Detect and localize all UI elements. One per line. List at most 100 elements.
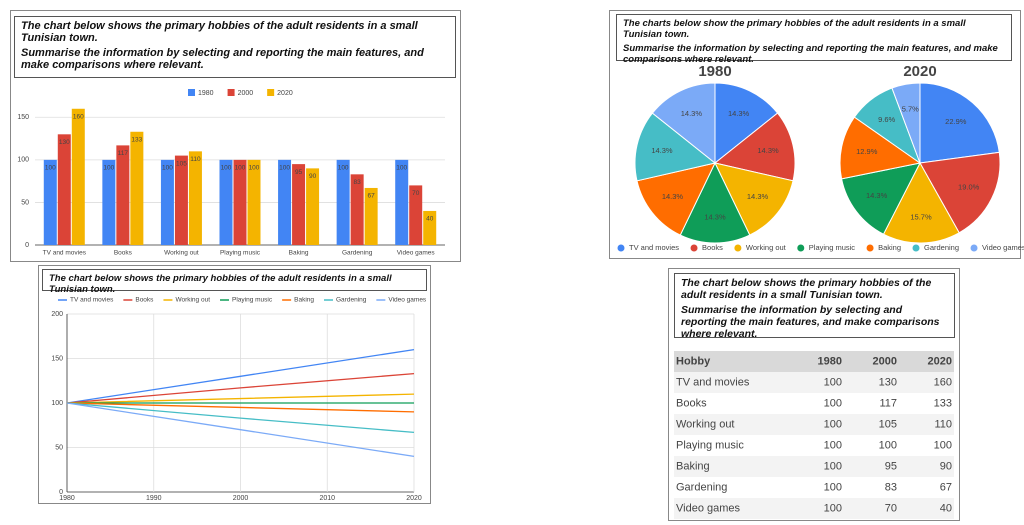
pie-title: 2020 — [903, 63, 936, 80]
bar — [423, 210, 437, 245]
legend-label: Working out — [746, 243, 787, 252]
table-cell: Books — [676, 397, 707, 409]
panel — [38, 265, 431, 504]
table-cell: 105 — [879, 418, 897, 430]
legend-label: Working out — [175, 297, 210, 304]
table-cell: 95 — [885, 460, 897, 472]
slice-label: 14.3% — [747, 192, 769, 201]
table-cell: 133 — [934, 397, 952, 409]
slice-label: 14.3% — [704, 212, 726, 221]
table-cell: 100 — [824, 439, 842, 451]
legend-label: Video games — [388, 297, 427, 304]
bar — [102, 159, 116, 245]
panel — [668, 268, 960, 521]
table-cell: TV and movies — [676, 376, 750, 388]
slice-label: 14.3% — [728, 109, 750, 118]
pie-slice — [839, 116, 922, 180]
value-label: 110 — [190, 156, 201, 163]
table-cell: 90 — [940, 460, 952, 472]
table-cell: 100 — [824, 376, 842, 388]
value-label: 160 — [73, 113, 84, 120]
legend-label: Playing music — [232, 297, 273, 304]
slice-label: 14.3% — [866, 191, 888, 200]
table-cell: 100 — [824, 481, 842, 493]
table-header-bg — [674, 351, 954, 372]
y-tick-label: 50 — [21, 199, 29, 206]
value-label: 90 — [309, 173, 317, 180]
bar — [278, 159, 292, 245]
value-label: 105 — [176, 160, 187, 167]
legend-label: Video games — [982, 243, 1024, 252]
bar — [395, 159, 409, 245]
table-cell: 100 — [824, 502, 842, 514]
bar — [350, 174, 364, 245]
legend-label: Books — [702, 243, 723, 252]
table-cell: Baking — [676, 460, 710, 472]
legend-swatch — [267, 89, 275, 96]
pie-slice — [714, 162, 794, 236]
value-label: 95 — [295, 169, 303, 176]
line — [66, 402, 415, 434]
y-tick-label: 150 — [17, 114, 29, 121]
pie-slice — [714, 82, 779, 165]
prompt-box: The chart below shows the primary hobbie… — [674, 273, 955, 340]
x-tick-label: TV and movies — [43, 250, 87, 257]
value-label: 67 — [368, 193, 376, 200]
x-tick-label: 2000 — [233, 495, 249, 502]
bar — [306, 168, 320, 245]
table-cell: 130 — [879, 376, 897, 388]
table-cell: 160 — [934, 376, 952, 388]
legend-swatch — [690, 244, 698, 252]
table-row-bg — [674, 414, 954, 435]
line — [66, 348, 415, 404]
x-tick-label: 1980 — [59, 495, 75, 502]
table-cell: 110 — [934, 418, 952, 430]
line — [66, 402, 415, 458]
table-cell: Video games — [676, 502, 741, 514]
y-tick-label: 200 — [51, 311, 63, 318]
legend-swatch — [227, 89, 235, 96]
table-cell: Playing music — [676, 439, 744, 451]
bar — [247, 159, 261, 245]
slice-label: 12.9% — [856, 147, 878, 156]
value-label: 100 — [162, 165, 173, 172]
slice-label: 19.0% — [958, 182, 980, 191]
pie-slice — [882, 161, 960, 244]
prompt-title: The charts below show the primary hobbie… — [623, 18, 966, 40]
y-tick-label: 150 — [51, 355, 63, 362]
table-cell: 40 — [940, 502, 952, 514]
legend-swatch — [188, 89, 195, 96]
pie-title: 1980 — [698, 63, 731, 80]
x-tick-label: 2010 — [319, 495, 335, 502]
value-label: 100 — [396, 165, 407, 172]
table-header: 1980 — [818, 355, 842, 367]
x-tick-label: 2020 — [406, 495, 422, 502]
slice-label: 14.3% — [681, 109, 703, 118]
value-label: 70 — [412, 190, 420, 197]
bar — [174, 155, 188, 245]
x-tick-label: Baking — [289, 250, 309, 257]
legend-label: 2020 — [277, 90, 293, 97]
bar — [233, 159, 247, 245]
legend-label: Baking — [294, 297, 314, 304]
prompt-title: The chart below shows the primary hobbie… — [49, 273, 392, 295]
slice-label: 14.3% — [651, 146, 673, 155]
value-label: 100 — [221, 165, 232, 172]
line — [66, 402, 415, 413]
bar — [364, 187, 378, 245]
y-tick-label: 100 — [51, 400, 63, 407]
bar — [336, 159, 350, 245]
legend-label: TV and movies — [629, 243, 679, 252]
x-tick-label: Books — [114, 250, 133, 257]
slice-label: 9.6% — [878, 115, 895, 124]
legend-label: TV and movies — [70, 297, 114, 304]
table-row-bg — [674, 393, 954, 414]
x-tick-label: Playing music — [220, 250, 261, 257]
slice-label: 5.7% — [902, 104, 919, 113]
table-cell: Gardening — [676, 481, 727, 493]
table-row-bg — [674, 456, 954, 477]
bar — [43, 159, 57, 245]
bar — [409, 185, 423, 245]
